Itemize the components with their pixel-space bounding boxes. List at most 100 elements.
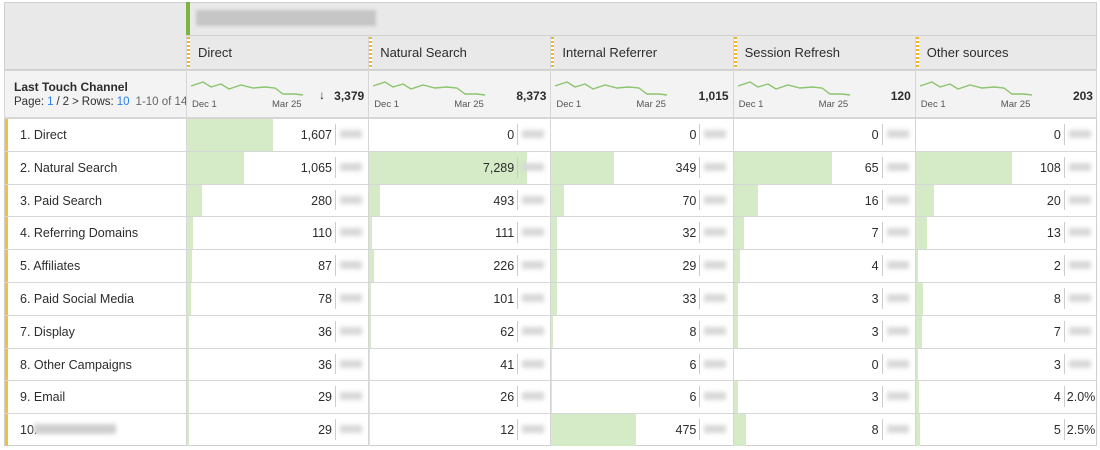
cell-bar xyxy=(187,119,274,151)
pagination-text[interactable]: 1 xyxy=(47,96,54,108)
row-stripe xyxy=(5,348,8,381)
cell-bar xyxy=(187,414,189,446)
column-header[interactable]: Session Refresh xyxy=(744,45,840,60)
pagination-text[interactable]: 2 xyxy=(62,96,70,108)
row-label[interactable]: 10. xyxy=(20,423,38,438)
cell-separator xyxy=(699,288,701,309)
column-header[interactable]: Direct xyxy=(198,45,232,60)
row-label[interactable]: 5. Affiliates xyxy=(20,259,81,274)
segment-handle xyxy=(186,2,190,35)
cell-percent-redacted xyxy=(340,294,362,302)
row-label[interactable]: 6. Paid Social Media xyxy=(20,292,134,306)
row-label[interactable]: 1. Direct xyxy=(20,128,67,142)
cell-value: 4 xyxy=(1053,390,1061,405)
cell-value: 0 xyxy=(871,357,879,372)
cell-separator xyxy=(699,156,701,178)
cell-separator xyxy=(881,419,883,440)
row-stripe xyxy=(5,151,8,184)
row-line xyxy=(4,118,1097,119)
cell-percent-redacted xyxy=(340,130,362,138)
cell-separator xyxy=(881,222,883,244)
cell-separator xyxy=(881,320,883,342)
column-header[interactable]: Internal Referrer xyxy=(562,45,658,60)
cell-separator xyxy=(1063,222,1065,244)
row-label[interactable]: 7. Display xyxy=(20,324,75,339)
cell-value: 20 xyxy=(1046,193,1061,208)
sparkline xyxy=(555,81,668,96)
sparkline-path xyxy=(737,81,850,96)
cell-percent-redacted xyxy=(340,326,362,335)
row-label[interactable]: 9. Email xyxy=(20,390,66,405)
cell-percent-redacted xyxy=(522,326,545,335)
cell-separator xyxy=(881,156,883,178)
rows-count[interactable]: 10 xyxy=(116,96,130,108)
cell-value: 0 xyxy=(1053,128,1061,142)
cell-value: 16 xyxy=(864,193,879,208)
cell-value: 3 xyxy=(871,390,879,405)
column-divider xyxy=(732,35,734,446)
row-label[interactable]: 2. Natural Search xyxy=(20,160,118,175)
row-line xyxy=(4,282,1097,283)
row-label[interactable]: 3. Paid Search xyxy=(20,193,102,208)
cell-value: 7,289 xyxy=(482,160,515,175)
column-header[interactable]: Natural Search xyxy=(380,45,467,60)
cell-bar xyxy=(551,217,558,250)
cell-value: 3 xyxy=(1053,357,1061,372)
cell-bar xyxy=(915,217,928,250)
cell-percent: 2.5% xyxy=(1066,423,1096,438)
cell-percent-redacted xyxy=(704,195,727,204)
cell-percent-redacted xyxy=(1068,228,1091,237)
cell-value: 8 xyxy=(871,423,879,438)
cell-separator xyxy=(699,320,701,342)
cell-separator xyxy=(699,386,701,408)
cell-separator xyxy=(517,419,519,440)
cell-bar xyxy=(187,348,189,381)
cell-bar xyxy=(915,381,920,414)
sparkline-end: Mar 25 xyxy=(1000,99,1031,110)
row-label[interactable]: 4. Referring Domains xyxy=(20,226,139,241)
column-header[interactable]: Other sources xyxy=(926,45,1009,60)
row-line xyxy=(4,150,1097,152)
pagination-text: / xyxy=(56,96,60,108)
cell-bar xyxy=(369,151,527,184)
cell-bar xyxy=(733,315,739,348)
cell-value: 4 xyxy=(871,259,879,274)
row-line xyxy=(4,249,1097,251)
sparkline-path xyxy=(191,81,304,96)
row-line xyxy=(4,183,1097,185)
dimension-title: Last Touch Channel xyxy=(14,80,128,94)
cell-percent-redacted xyxy=(522,425,545,434)
cell-percent-redacted xyxy=(1068,326,1091,335)
cell-bar xyxy=(369,217,372,250)
cell-bar xyxy=(187,283,192,315)
sparkline-end: Mar 25 xyxy=(818,99,849,110)
cell-separator xyxy=(1063,353,1065,375)
cell-value: 13 xyxy=(1046,226,1061,241)
row-stripe xyxy=(5,414,8,446)
cell-value: 0 xyxy=(507,128,515,142)
cell-bar xyxy=(551,283,558,315)
cell-percent-redacted xyxy=(522,195,545,204)
cell-value: 78 xyxy=(318,292,332,306)
cell-percent-redacted xyxy=(1068,162,1091,171)
cell-separator xyxy=(335,222,336,244)
next-page[interactable]: > xyxy=(72,96,79,108)
row-stripe xyxy=(5,283,8,315)
cell-separator xyxy=(517,222,519,244)
cell-percent-redacted xyxy=(340,162,362,171)
cell-separator xyxy=(517,156,519,178)
cell-value: 12 xyxy=(500,423,515,438)
column-handle xyxy=(187,37,190,68)
cell-bar xyxy=(733,151,832,184)
row-label[interactable]: 8. Other Campaigns xyxy=(20,357,132,372)
sparkline-start: Dec 1 xyxy=(374,99,400,110)
cell-value: 33 xyxy=(682,292,697,306)
pagination-text: Page: xyxy=(14,96,45,108)
cell-value: 493 xyxy=(493,193,515,208)
row-stripe xyxy=(5,250,8,282)
cell-bar xyxy=(187,184,202,217)
cell-bar xyxy=(915,414,921,446)
cell-bar xyxy=(915,151,1013,184)
cell-bar xyxy=(551,414,637,446)
sparkline xyxy=(373,81,486,96)
